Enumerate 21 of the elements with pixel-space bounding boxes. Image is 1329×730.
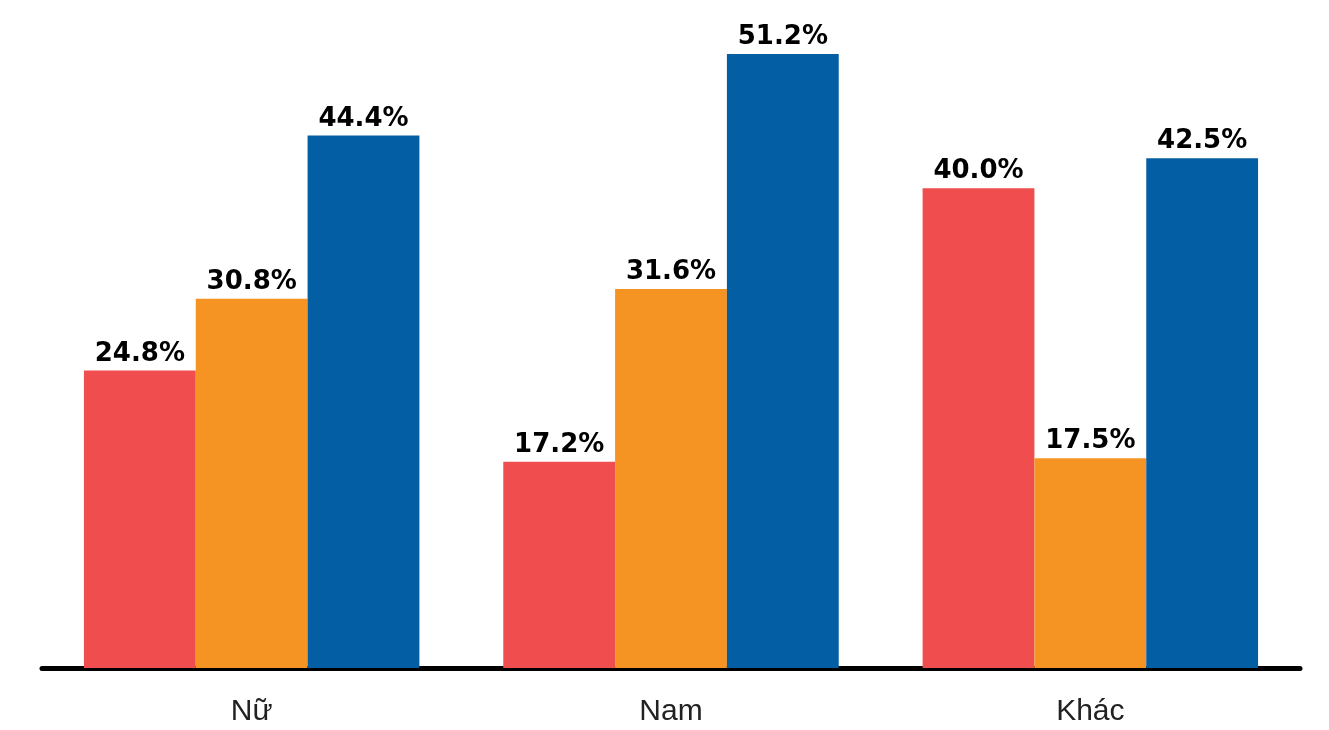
bar bbox=[83, 370, 196, 668]
bar bbox=[922, 188, 1035, 668]
data-label: 51.2% bbox=[737, 20, 828, 50]
data-label: 17.5% bbox=[1045, 424, 1136, 455]
data-label: 24.8% bbox=[94, 336, 185, 367]
data-label: 30.8% bbox=[206, 264, 297, 295]
bar bbox=[1146, 158, 1259, 668]
data-label: 42.5% bbox=[1157, 124, 1248, 155]
bar bbox=[615, 289, 727, 668]
bar bbox=[195, 298, 308, 668]
data-label: 17.2% bbox=[514, 427, 605, 458]
bar bbox=[726, 54, 839, 668]
bar bbox=[307, 135, 420, 668]
x-tick-label: Nữ bbox=[230, 692, 273, 726]
x-tick-label: Khác bbox=[1056, 692, 1125, 726]
data-label: 40.0% bbox=[933, 154, 1024, 185]
data-label: 31.6% bbox=[625, 255, 717, 286]
x-tick-label: Nam bbox=[639, 692, 703, 726]
data-label: 44.4% bbox=[318, 101, 409, 132]
bar bbox=[1034, 458, 1147, 668]
bar bbox=[503, 461, 616, 668]
